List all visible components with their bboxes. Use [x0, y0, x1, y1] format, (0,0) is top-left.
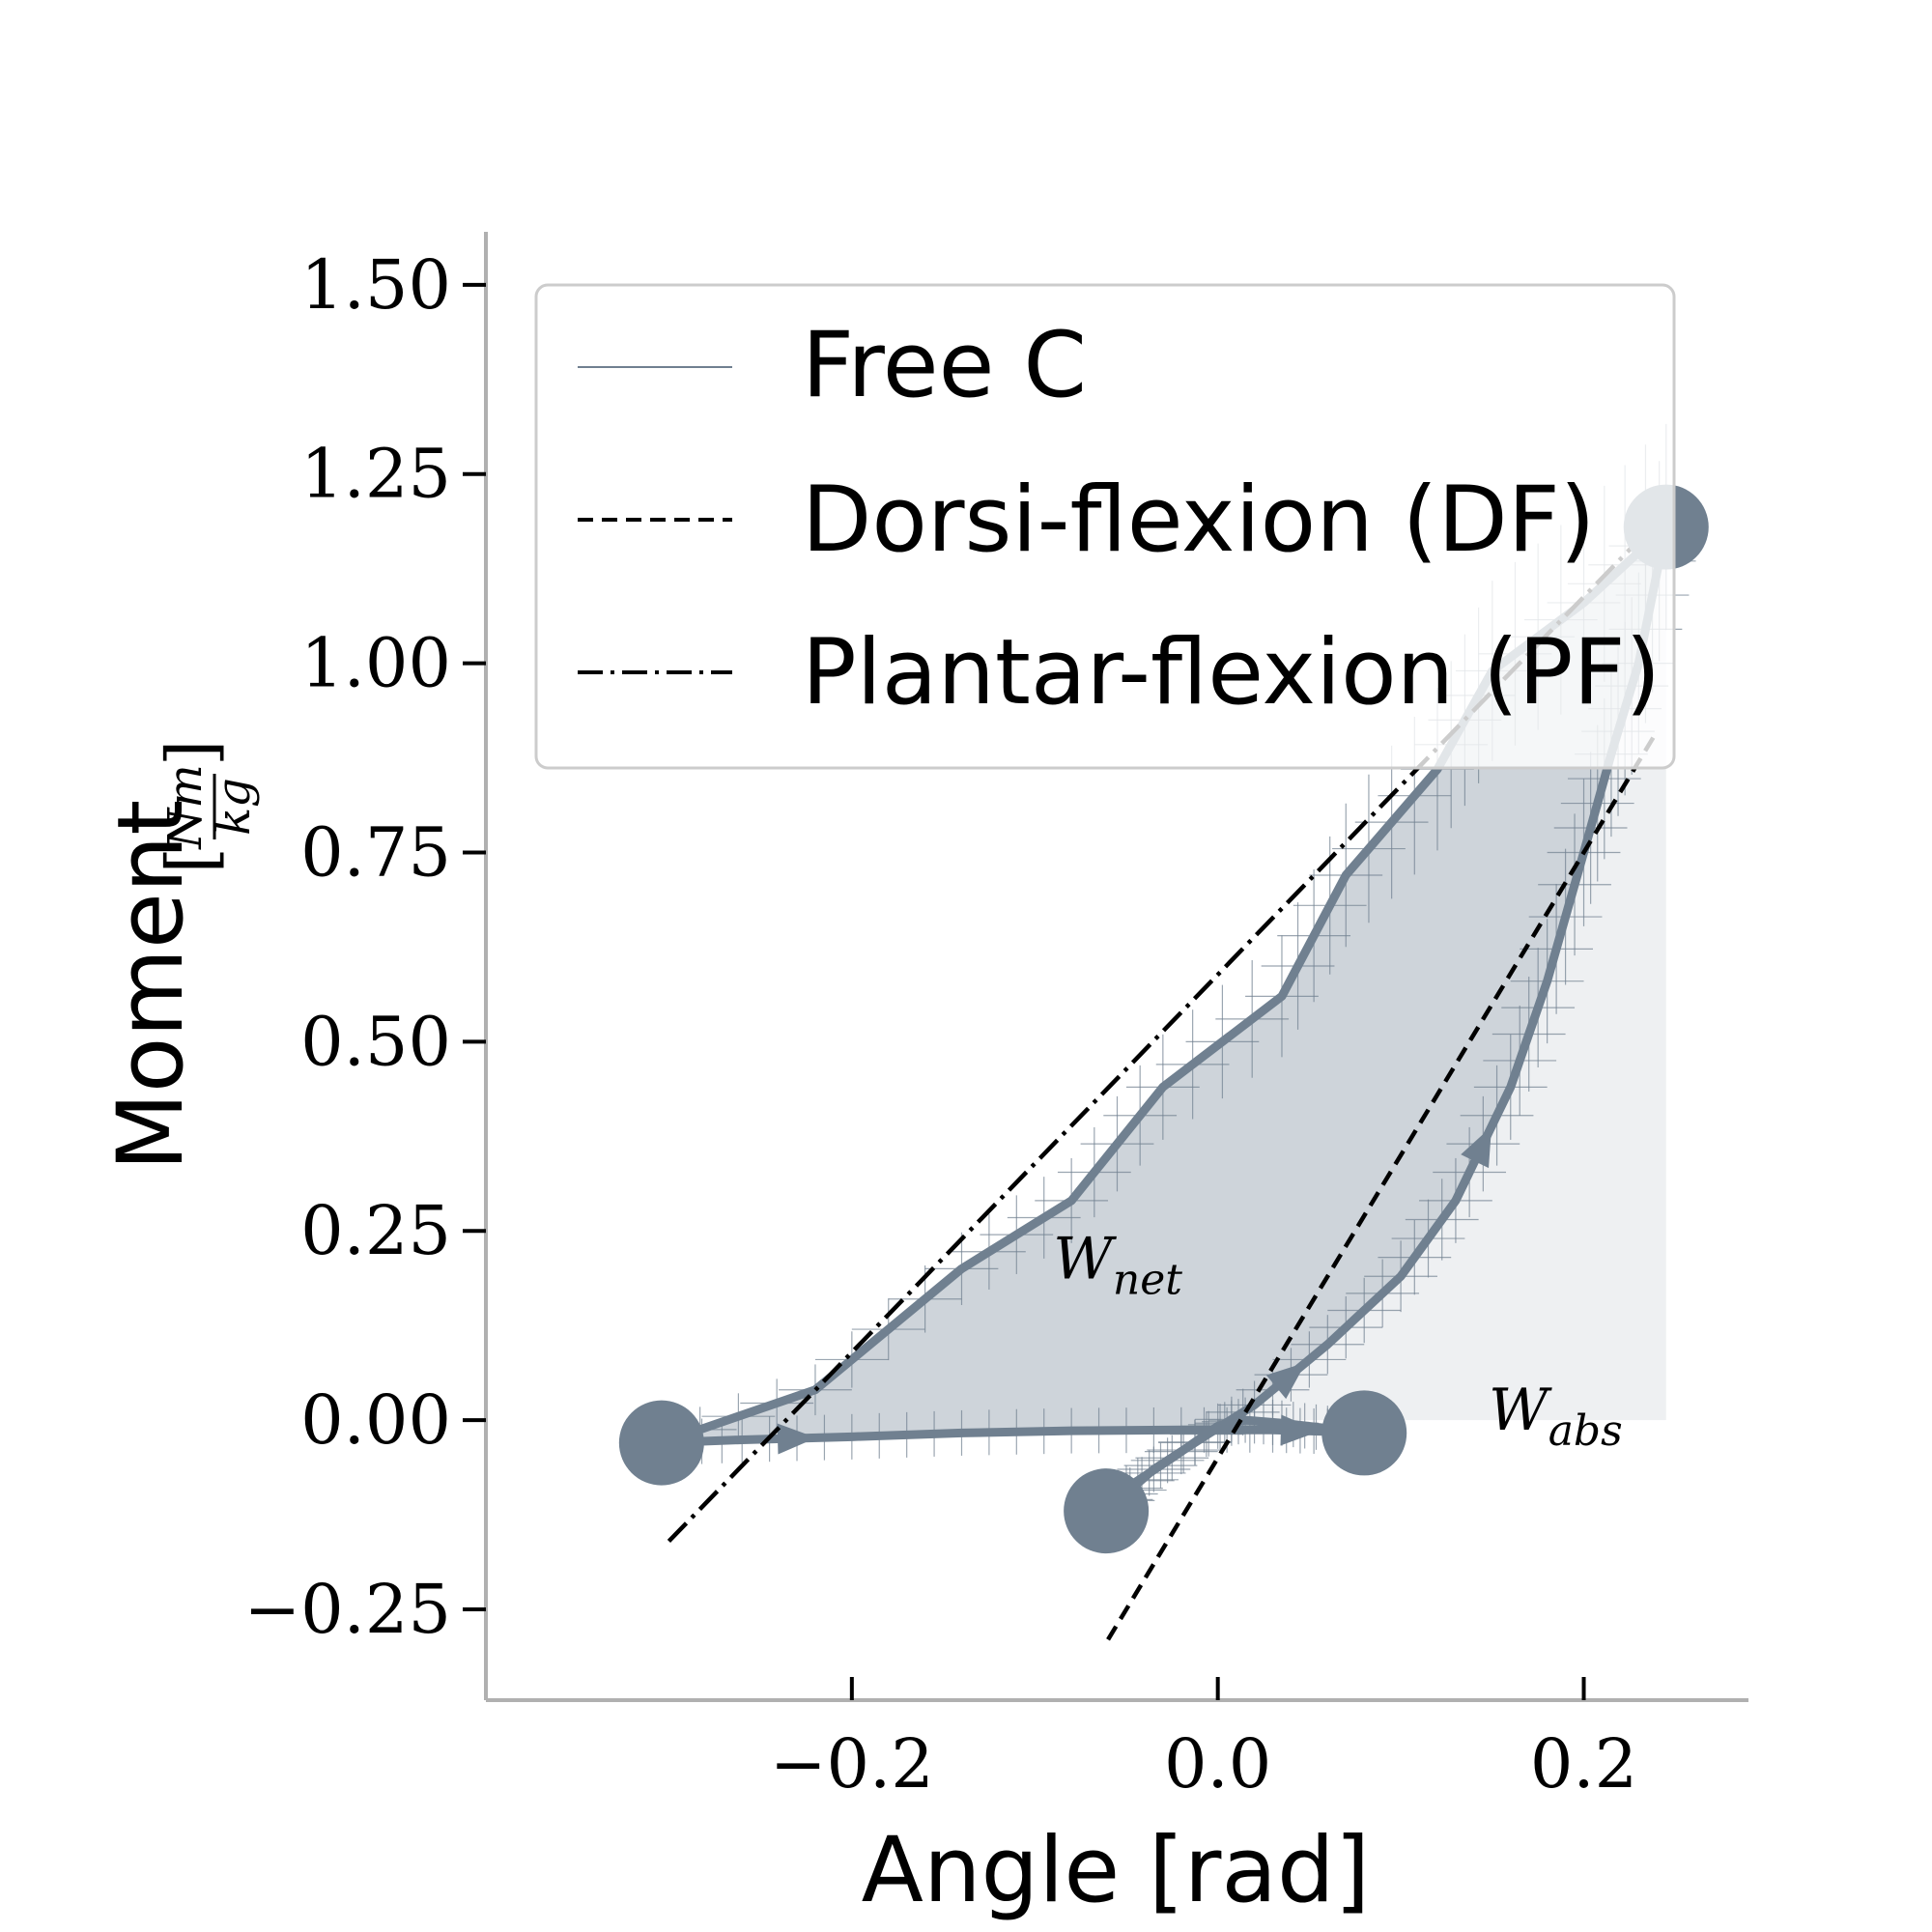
direction-arrow	[1280, 1414, 1320, 1446]
legend-label-free-c: Free C	[802, 313, 1087, 418]
axes: −0.25 0.00 0.25 0.50 0.75 1.00 1.25 1.50 −0.2 0.0…	[243, 232, 1748, 1804]
y-tick-label: 1.00	[300, 624, 451, 703]
y-tick-label: 1.50	[300, 245, 451, 325]
y-tick-label: 1.25	[300, 435, 451, 514]
series-lines	[660, 510, 1671, 1641]
series-line-pf	[667, 510, 1668, 1544]
y-unit-bracket-left: [	[152, 847, 231, 873]
legend: Free C Dorsi-flexion (DF) Plantar-flexio…	[534, 283, 1676, 770]
y-tick-label: 0.75	[300, 812, 451, 892]
legend-box	[534, 283, 1676, 770]
x-tick-label: −0.2	[770, 1724, 934, 1804]
y-tick-label: −0.25	[243, 1570, 451, 1649]
y-unit-numerator: Nm	[158, 764, 213, 850]
y-unit-denominator: kg	[207, 778, 261, 836]
annotation-w-net: Wnet	[1053, 1225, 1182, 1304]
series-line-df	[1106, 729, 1660, 1641]
y-axis-unit: [ Nm kg ]	[152, 740, 261, 874]
y-tick-label: 0.25	[300, 1191, 451, 1270]
annotation-w-abs: Wabs	[1489, 1377, 1623, 1456]
area-w-abs	[1106, 526, 1666, 1421]
y-tick-label: 0.50	[300, 1002, 451, 1081]
key-point	[618, 1400, 704, 1486]
x-axis-label: Angle [rad]	[862, 1818, 1371, 1923]
key-point	[1321, 1390, 1407, 1476]
direction-arrow	[1265, 1362, 1306, 1400]
y-tick-label: 0.00	[300, 1380, 451, 1460]
direction-arrow	[1461, 1126, 1492, 1169]
x-tick-label: 0.0	[1164, 1724, 1271, 1804]
y-unit-bracket-right: ]	[152, 740, 231, 766]
x-tick-label: 0.2	[1530, 1724, 1637, 1804]
key-point	[1064, 1468, 1150, 1554]
legend-label-pf: Plantar-flexion (PF)	[802, 620, 1661, 725]
y-axis-label: Moment	[99, 800, 204, 1171]
legend-label-df: Dorsi-flexion (DF)	[802, 468, 1595, 573]
direction-arrow	[777, 1423, 817, 1455]
y-axis-label-main: Moment	[99, 800, 204, 1171]
